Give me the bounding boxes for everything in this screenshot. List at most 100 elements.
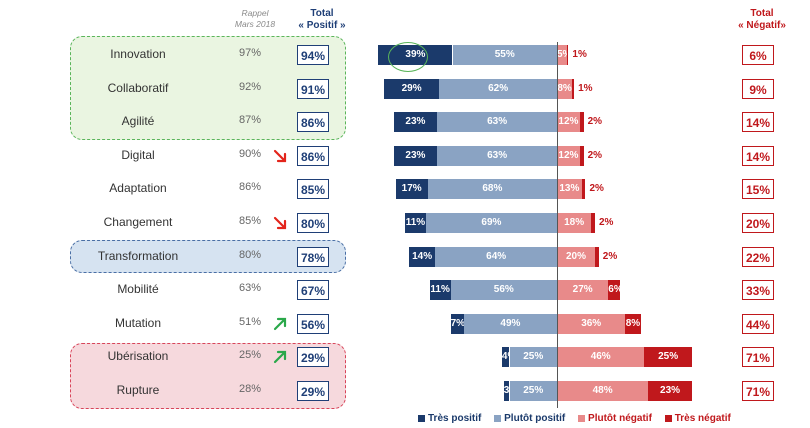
bar-plutot-positif: 63%: [437, 146, 557, 166]
total-positif-value: 78%: [297, 247, 329, 267]
total-positif-value: 86%: [297, 146, 329, 166]
rappel-value: 25%: [238, 349, 262, 361]
rappel-value: 86%: [238, 181, 262, 193]
bar-tres-negatif: [572, 79, 575, 99]
bar-tres-positif: 4%: [501, 347, 510, 367]
total-negatif-value: 9%: [742, 79, 774, 99]
bar-plutot-negatif: 48%: [557, 381, 649, 401]
bar-tres-negatif: [595, 247, 599, 267]
legend-swatch-tres-negatif: [664, 415, 672, 422]
bar-plutot-negatif: 20%: [557, 247, 595, 267]
bar-plutot-negatif: 18%: [557, 213, 592, 233]
trend-up-arrow-icon: [273, 350, 287, 364]
bar-tres-negatif-label: 1%: [572, 49, 587, 60]
total-positif-value: 67%: [297, 280, 329, 300]
total-negatif-value: 71%: [742, 381, 774, 401]
total-positif-value: 29%: [297, 347, 329, 367]
category-label: Innovation: [110, 47, 166, 61]
rappel-value: 28%: [238, 383, 262, 395]
total-negatif-header-line2: « Négatif»: [738, 20, 786, 31]
total-negatif-header: Total « Négatif»: [722, 8, 802, 32]
total-positif-header: Total « Positif »: [292, 8, 352, 32]
bar-plutot-positif: 49%: [463, 314, 557, 334]
total-negatif-value: 6%: [742, 45, 774, 65]
bar-tres-negatif-label: 2%: [587, 116, 603, 127]
legend-item-plutot-positif: Plutôt positif: [504, 413, 566, 424]
bar-plutot-negatif: 27%: [557, 280, 609, 300]
bar-tres-positif: 23%: [393, 146, 438, 166]
bar-tres-negatif: [579, 112, 584, 132]
bar-plutot-negatif: 46%: [557, 347, 645, 367]
legend-item-tres-negatif: Très négatif: [674, 413, 731, 424]
category-label: Mutation: [114, 316, 162, 330]
total-positif-value: 86%: [297, 112, 329, 132]
bar-tres-negatif: [566, 45, 569, 65]
category-label: Collaboratif: [107, 81, 169, 95]
bar-plutot-positif: 62%: [439, 79, 557, 99]
category-label: Mobilité: [117, 282, 159, 296]
total-negatif-value: 14%: [742, 112, 774, 132]
category-label: Changement: [103, 215, 173, 229]
total-negatif-value: 20%: [742, 213, 774, 233]
category-label: Transformation: [97, 249, 179, 263]
total-negatif-value: 44%: [742, 314, 774, 334]
bar-tres-negatif: [581, 179, 586, 199]
bar-plutot-negatif: 36%: [557, 314, 626, 334]
bar-tres-positif: 7%: [450, 314, 464, 334]
zero-axis-line: [557, 42, 558, 408]
total-negatif-value: 33%: [742, 280, 774, 300]
rappel-value: 51%: [238, 316, 262, 328]
bar-plutot-positif: 63%: [437, 112, 557, 132]
bar-plutot-positif: 25%: [509, 347, 557, 367]
bar-plutot-negatif: 5%: [557, 45, 567, 65]
trend-down-arrow-icon: [273, 149, 287, 163]
legend-swatch-tres-positif: [418, 415, 425, 422]
legend-swatch-plutot-negatif: [578, 415, 586, 422]
bar-tres-positif: 23%: [393, 112, 438, 132]
total-positif-value: 94%: [297, 45, 329, 65]
trend-up-arrow-icon: [273, 317, 287, 331]
bar-plutot-positif: 69%: [425, 213, 557, 233]
total-positif-value: 29%: [297, 381, 329, 401]
total-negatif-value: 15%: [742, 179, 774, 199]
rappel-header-line1: Rappel: [241, 8, 269, 18]
total-negatif-value: 14%: [742, 146, 774, 166]
bar-tres-negatif-label: 1%: [578, 83, 593, 94]
bar-plutot-negatif: 13%: [557, 179, 582, 199]
bar-plutot-negatif: 12%: [557, 146, 580, 166]
rappel-value: 80%: [238, 249, 262, 261]
bar-tres-positif: 17%: [395, 179, 428, 199]
bar-plutot-positif: 25%: [509, 381, 557, 401]
bar-plutot-negatif: 8%: [557, 79, 573, 99]
bar-tres-negatif: 8%: [625, 314, 641, 334]
total-positif-value: 56%: [297, 314, 329, 334]
legend: Très positif Plutôt positif Plutôt négat…: [418, 413, 741, 424]
total-positif-value: 80%: [297, 213, 329, 233]
category-label: Digital: [121, 148, 155, 162]
bar-tres-positif: 29%: [384, 79, 440, 99]
bar-plutot-positif: 64%: [435, 247, 557, 267]
total-negatif-header-line1: Total: [750, 8, 774, 19]
legend-swatch-plutot-positif: [494, 415, 502, 422]
category-label: Rupture: [116, 383, 160, 397]
total-negatif-value: 22%: [742, 247, 774, 267]
total-negatif-value: 71%: [742, 347, 774, 367]
bar-tres-negatif-label: 2%: [602, 251, 618, 262]
bar-tres-negatif: 23%: [648, 381, 692, 401]
total-positif-value: 91%: [297, 79, 329, 99]
rappel-value: 85%: [238, 215, 262, 227]
rappel-header: Rappel Mars 2018: [226, 8, 284, 30]
legend-item-tres-positif: Très positif: [428, 413, 482, 424]
highlight-circle: [388, 42, 428, 72]
bar-plutot-negatif: 12%: [557, 112, 580, 132]
bar-plutot-positif: 55%: [452, 45, 557, 65]
trend-down-arrow-icon: [273, 216, 287, 230]
bar-tres-positif: 11%: [405, 213, 426, 233]
bar-tres-positif: 11%: [429, 280, 451, 300]
rappel-value: 97%: [238, 47, 262, 59]
rappel-value: 90%: [238, 148, 262, 160]
bar-tres-positif: 3%: [503, 381, 510, 401]
total-positif-header-line1: Total: [310, 8, 334, 19]
bar-tres-negatif: [579, 146, 584, 166]
rappel-value: 87%: [238, 114, 262, 126]
